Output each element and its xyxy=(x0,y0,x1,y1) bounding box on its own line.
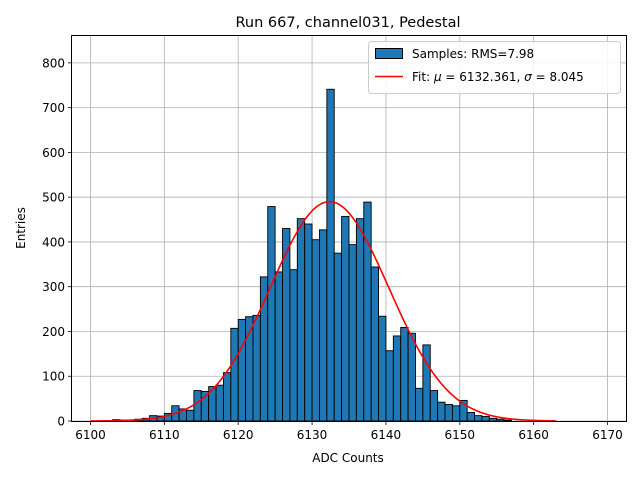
plot-frame xyxy=(71,35,627,422)
legend: Samples: RMS=7.98 Fit: μ = 6132.361, σ =… xyxy=(368,41,621,94)
histogram-bar xyxy=(186,409,195,422)
histogram-bar xyxy=(422,344,431,422)
histogram-bars xyxy=(112,88,512,422)
x-tick-label: 6110 xyxy=(149,428,180,442)
histogram-bar xyxy=(466,412,476,422)
y-tick-label: 700 xyxy=(42,101,65,115)
x-tick-label: 6100 xyxy=(75,428,106,442)
x-tick-label: 6150 xyxy=(445,428,476,442)
histogram-bar xyxy=(503,419,512,422)
histogram-bar xyxy=(215,384,224,422)
histogram-bar xyxy=(333,252,343,422)
histogram-bar xyxy=(348,244,357,422)
histogram-bar xyxy=(326,88,335,422)
legend-box xyxy=(368,41,621,94)
histogram-bar xyxy=(193,390,202,422)
histogram-bar xyxy=(311,239,320,422)
histogram-bar xyxy=(259,276,269,422)
histogram-bar xyxy=(267,206,276,422)
y-tick-label: 100 xyxy=(42,370,65,384)
x-tick-label: 6140 xyxy=(371,428,402,442)
histogram-bar xyxy=(355,218,365,422)
legend-fit-label: Fit: μ = 6132.361, σ = 8.045 xyxy=(412,70,584,84)
histogram-bar xyxy=(304,223,313,422)
x-tick-label: 6160 xyxy=(518,428,549,442)
x-tick-label: 6130 xyxy=(297,428,328,442)
chart-title: Run 667, channel031, Pedestal xyxy=(235,15,460,31)
histogram-bar xyxy=(415,387,424,422)
histogram-bar xyxy=(496,418,505,422)
histogram-bar xyxy=(252,314,261,422)
x-axis-ticks: 6100 6110 6120 6130 6140 6150 6160 6170 xyxy=(75,421,623,442)
histogram-bar xyxy=(392,335,402,422)
y-axis-label: Entries xyxy=(14,207,28,249)
histogram-bar xyxy=(437,401,446,422)
histogram-bar xyxy=(319,229,328,422)
y-tick-label: 600 xyxy=(42,146,65,160)
histogram-bar xyxy=(400,326,409,422)
histogram-bar xyxy=(385,350,394,422)
histogram-bar xyxy=(289,269,298,422)
y-tick-label: 200 xyxy=(42,325,65,339)
histogram-bar xyxy=(481,416,490,422)
x-tick-label: 6170 xyxy=(592,428,623,442)
histogram-bar xyxy=(370,266,379,422)
histogram-bar xyxy=(237,318,247,422)
histogram-bar xyxy=(378,315,387,422)
histogram-bar xyxy=(488,417,498,422)
histogram-bar xyxy=(407,332,416,422)
histogram-bar xyxy=(230,327,239,422)
legend-samples-label: Samples: RMS=7.98 xyxy=(412,47,534,61)
histogram-bar xyxy=(363,201,372,422)
y-tick-label: 500 xyxy=(42,191,65,205)
histogram-bar xyxy=(296,218,306,422)
x-axis-label: ADC Counts xyxy=(312,451,384,465)
gaussian-fit-curve xyxy=(90,200,556,422)
histogram-bar xyxy=(274,271,283,422)
histogram-bar xyxy=(341,215,350,422)
x-tick-label: 6120 xyxy=(223,428,254,442)
y-tick-label: 400 xyxy=(42,235,65,249)
histogram-bar xyxy=(429,390,439,422)
y-tick-label: 0 xyxy=(57,415,65,429)
y-tick-label: 300 xyxy=(42,280,65,294)
histogram-bar xyxy=(451,405,461,422)
y-tick-label: 800 xyxy=(42,56,65,70)
legend-samples-swatch xyxy=(375,48,403,59)
histogram-bar xyxy=(444,403,453,422)
histogram-bar xyxy=(474,415,483,422)
histogram-bar xyxy=(222,372,232,422)
y-axis-ticks: 0 100 200 300 400 500 600 700 800 xyxy=(42,56,72,429)
